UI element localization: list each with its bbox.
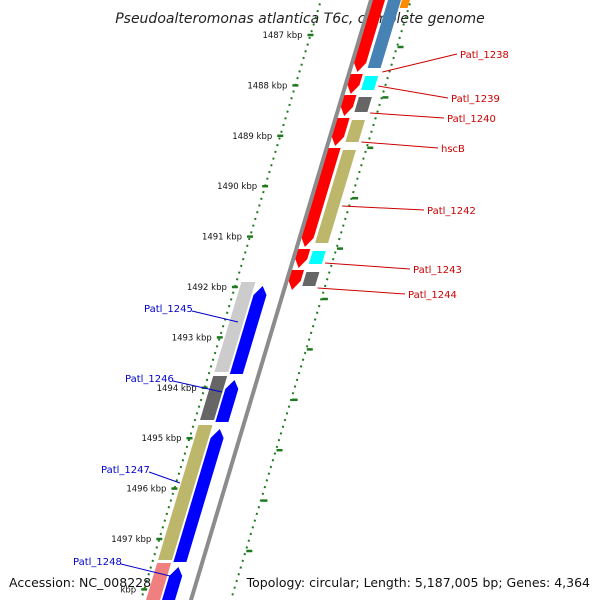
gene-hscb-arrow[interactable] [331, 118, 350, 146]
reverse-gene-labels: Patl_1238 Patl_1239 Patl_1240 hscB Patl_… [317, 50, 509, 301]
gene-patl-1242-arrow[interactable] [301, 148, 341, 247]
gene-patl-1238-arrow[interactable] [354, 0, 386, 72]
kbp-label: 1496 kbp [126, 485, 166, 495]
gene-label-patl-1247[interactable]: Patl_1247 [101, 465, 150, 476]
tick-guide-left [139, 0, 323, 600]
gene-label-patl-1243[interactable]: Patl_1243 [413, 265, 462, 276]
gene-patl-1247-arrow[interactable] [173, 429, 224, 562]
major-ticks [141, 33, 404, 591]
label-leader-line [378, 85, 449, 99]
gene-label-patl-1239[interactable]: Patl_1239 [451, 94, 500, 105]
kbp-labels: 1487 kbp 1488 kbp 1489 kbp 1490 kbp 1491 kbp… [111, 31, 302, 595]
genome-backbone [188, 0, 374, 600]
label-leader-line [317, 287, 406, 295]
kbp-label: 1489 kbp [232, 132, 272, 142]
gene-patl-1246-arrow[interactable] [215, 380, 239, 422]
gene-patl-1244-box [302, 272, 320, 286]
label-leader-line [325, 262, 411, 270]
topology-text: Topology: circular; Length: 5,187,005 bp… [246, 575, 590, 590]
gene-label-patl-1244[interactable]: Patl_1244 [408, 290, 457, 301]
label-leader-line [342, 205, 425, 211]
gene-label-patl-1248[interactable]: Patl_1248 [73, 557, 122, 568]
label-leader-line [148, 471, 181, 484]
gene-label-patl-1240[interactable]: Patl_1240 [447, 114, 496, 125]
gene-patl-1245-box [214, 282, 256, 372]
label-leader-line [120, 563, 171, 577]
gene-label-patl-1238[interactable]: Patl_1238 [460, 50, 509, 61]
kbp-label: 1490 kbp [217, 182, 257, 192]
forward-gene-labels: Patl_1245 Patl_1246 Patl_1247 Patl_1248 [73, 304, 239, 577]
reverse-strand-track [288, 0, 411, 290]
kbp-label: 1495 kbp [141, 434, 181, 444]
map-title: Pseudoalteromonas atlantica T6c, complet… [115, 11, 485, 27]
kbp-label: kbp [120, 585, 136, 595]
gene-offscreen-orange-box [399, 0, 411, 8]
forward-strand-track [146, 282, 267, 600]
kbp-label: 1497 kbp [111, 535, 151, 545]
gene-patl-1239-box [361, 76, 379, 90]
gene-patl-1248-arrow[interactable] [155, 567, 183, 600]
accession-text: Accession: NC_008228 [9, 575, 152, 590]
gene-label-hscb[interactable]: hscB [441, 144, 465, 155]
kbp-label: 1492 kbp [187, 283, 227, 293]
gene-label-patl-1242[interactable]: Patl_1242 [427, 206, 476, 217]
label-leader-line [191, 310, 239, 323]
gene-hscb-box [345, 120, 365, 142]
gene-patl-1243-arrow[interactable] [295, 249, 311, 268]
gene-patl-1240-box [354, 97, 372, 112]
gene-patl-1240-arrow[interactable] [340, 95, 357, 116]
gene-patl-1245-arrow[interactable] [229, 286, 267, 374]
kbp-label: 1491 kbp [202, 233, 242, 243]
label-leader-line [361, 141, 439, 149]
gene-patl-1248-box [146, 563, 172, 600]
label-leader-line [370, 112, 445, 119]
gene-patl-1242-box [315, 150, 356, 243]
kbp-label: 1487 kbp [262, 31, 302, 41]
gene-patl-1246-box [200, 376, 228, 420]
gene-patl-1239-arrow[interactable] [347, 74, 363, 94]
gene-patl-1244-arrow[interactable] [288, 270, 304, 290]
kbp-label: 1488 kbp [247, 81, 287, 91]
gene-label-patl-1246[interactable]: Patl_1246 [125, 374, 174, 385]
gene-label-patl-1245[interactable]: Patl_1245 [144, 304, 193, 315]
gene-patl-1247-box [158, 425, 213, 560]
kbp-label: 1494 kbp [157, 384, 197, 394]
label-leader-line [382, 53, 458, 73]
kbp-label: 1493 kbp [172, 333, 212, 343]
gene-patl-1243-box [308, 251, 326, 264]
gene-patl-1238-box [367, 0, 401, 68]
tick-guide-right [229, 0, 413, 600]
label-leader-line [172, 380, 223, 393]
